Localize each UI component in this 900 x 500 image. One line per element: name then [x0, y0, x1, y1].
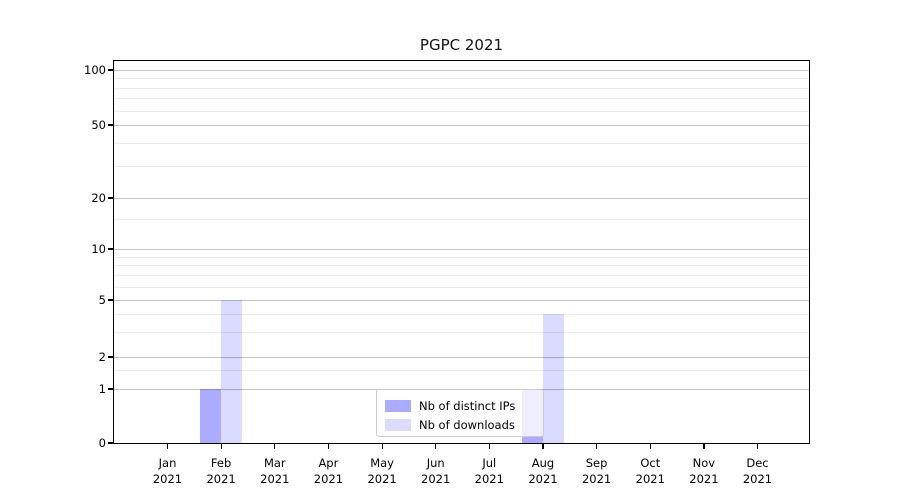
x-tick-label: Feb 2021	[206, 456, 236, 486]
gridline-minor	[114, 275, 809, 277]
x-tick-label: Jun 2021	[421, 456, 451, 486]
legend-item-distinct-ips: Nb of distinct IPs	[385, 396, 537, 415]
gridline-major	[114, 125, 809, 126]
legend-swatch-distinct-ips	[385, 399, 411, 412]
gridline-minor	[114, 142, 809, 144]
y-tick	[108, 388, 113, 390]
bar-downloads-aug	[543, 313, 564, 443]
y-tick-label: 2	[98, 349, 106, 364]
gridline-major	[114, 198, 809, 199]
x-tick	[756, 444, 759, 449]
y-tick-label: 1	[98, 381, 106, 396]
x-tick	[649, 444, 651, 449]
x-tick	[435, 444, 437, 449]
x-tick	[542, 444, 544, 449]
x-tick-label: Mar 2021	[260, 456, 290, 486]
y-tick-label: 0	[98, 435, 106, 450]
gridline-major	[114, 70, 809, 71]
y-tick	[108, 356, 113, 358]
legend-swatch-downloads	[385, 418, 411, 431]
gridline-minor	[114, 256, 809, 258]
x-tick-label: Dec 2021	[742, 456, 773, 486]
y-tick-label: 50	[91, 117, 106, 132]
x-tick-label: Aug 2021	[528, 456, 558, 486]
x-tick-label: Apr 2021	[313, 456, 344, 486]
gridline-minor	[114, 219, 809, 221]
y-tick	[108, 124, 113, 126]
x-tick	[381, 444, 383, 449]
x-tick	[703, 444, 705, 449]
x-tick	[596, 444, 598, 449]
x-tick	[166, 444, 169, 449]
legend-label-distinct-ips: Nb of distinct IPs	[419, 398, 516, 413]
y-tick	[108, 299, 113, 301]
y-tick	[108, 248, 113, 250]
y-tick	[108, 197, 113, 199]
x-tick-label: Sep 2021	[581, 456, 612, 486]
x-tick-label: Nov 2021	[689, 456, 719, 486]
gridline-minor	[114, 331, 809, 333]
gridline-minor	[114, 110, 809, 112]
gridline-minor	[114, 165, 809, 167]
gridline-minor	[114, 87, 809, 89]
gridline-major	[114, 249, 809, 250]
chart-title: PGPC 2021	[419, 36, 504, 54]
gridline-major	[114, 357, 809, 358]
x-tick	[274, 444, 276, 449]
gridline-minor	[114, 313, 809, 315]
gridline-minor	[114, 265, 809, 267]
x-tick-label: Oct 2021	[635, 456, 665, 486]
y-tick	[108, 442, 113, 444]
plot-area: Nb of distinct IPs Nb of downloads	[113, 60, 810, 444]
x-tick	[327, 444, 330, 449]
legend: Nb of distinct IPs Nb of downloads	[376, 389, 544, 437]
y-tick-label: 10	[91, 241, 106, 256]
y-tick	[108, 69, 113, 71]
bar-distinct-ips-feb	[200, 389, 222, 443]
x-tick-label: Jan 2021	[152, 456, 183, 486]
legend-label-downloads: Nb of downloads	[419, 417, 515, 432]
gridline-minor	[114, 98, 809, 100]
gridline-minor	[114, 78, 809, 80]
gridline-major	[114, 300, 809, 301]
x-tick	[220, 444, 222, 449]
y-tick-label: 100	[84, 62, 106, 77]
y-tick-label: 5	[98, 292, 106, 307]
x-tick-label: Jul 2021	[474, 456, 504, 486]
gridline-minor	[114, 370, 809, 372]
legend-item-downloads: Nb of downloads	[385, 415, 537, 434]
gridline-minor	[114, 286, 809, 288]
x-tick-label: May 2021	[367, 456, 397, 486]
y-tick-label: 20	[91, 190, 106, 205]
x-tick	[488, 444, 490, 449]
bar-downloads-feb	[221, 300, 243, 443]
